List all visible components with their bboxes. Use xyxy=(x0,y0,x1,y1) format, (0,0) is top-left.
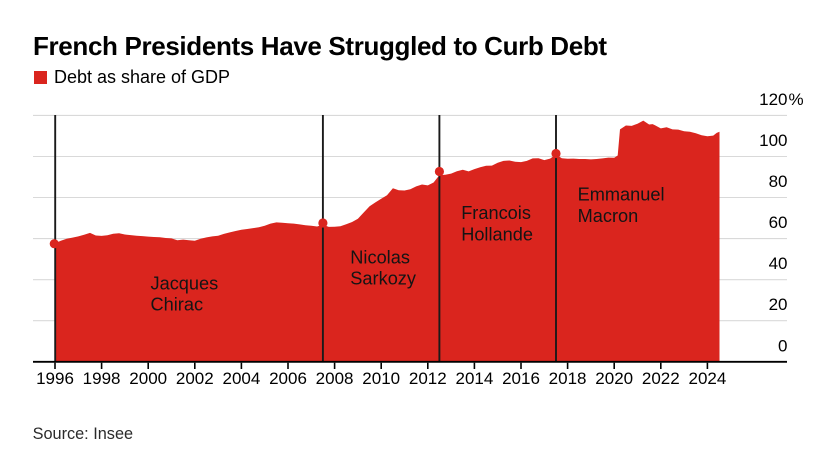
svg-text:Sarkozy: Sarkozy xyxy=(350,269,417,289)
svg-text:2012: 2012 xyxy=(409,369,447,388)
svg-text:60: 60 xyxy=(769,213,788,232)
svg-text:2000: 2000 xyxy=(129,369,167,388)
svg-text:2002: 2002 xyxy=(176,369,214,388)
svg-text:2024: 2024 xyxy=(688,369,726,388)
svg-text:Nicolas: Nicolas xyxy=(350,247,410,267)
svg-text:2016: 2016 xyxy=(502,369,540,388)
svg-text:80: 80 xyxy=(769,172,788,191)
svg-text:120: 120 xyxy=(759,90,787,109)
svg-text:2008: 2008 xyxy=(316,369,354,388)
svg-text:2020: 2020 xyxy=(595,369,633,388)
svg-text:2004: 2004 xyxy=(222,369,260,388)
svg-text:1996: 1996 xyxy=(36,369,74,388)
svg-text:Hollande: Hollande xyxy=(461,224,533,244)
svg-text:Macron: Macron xyxy=(578,206,639,226)
svg-text:20: 20 xyxy=(769,295,788,314)
svg-text:Chirac: Chirac xyxy=(151,295,204,315)
svg-text:40: 40 xyxy=(769,254,788,273)
svg-text:2022: 2022 xyxy=(642,369,680,388)
svg-text:2014: 2014 xyxy=(455,369,493,388)
svg-text:0: 0 xyxy=(778,336,787,355)
svg-text:Francois: Francois xyxy=(461,203,531,223)
svg-text:1998: 1998 xyxy=(83,369,121,388)
svg-text:%: % xyxy=(789,90,804,109)
svg-text:2010: 2010 xyxy=(362,369,400,388)
svg-text:2018: 2018 xyxy=(549,369,587,388)
svg-text:100: 100 xyxy=(759,131,787,150)
svg-text:Emmanuel: Emmanuel xyxy=(578,185,665,205)
svg-text:2006: 2006 xyxy=(269,369,307,388)
svg-text:Jacques: Jacques xyxy=(151,273,219,293)
